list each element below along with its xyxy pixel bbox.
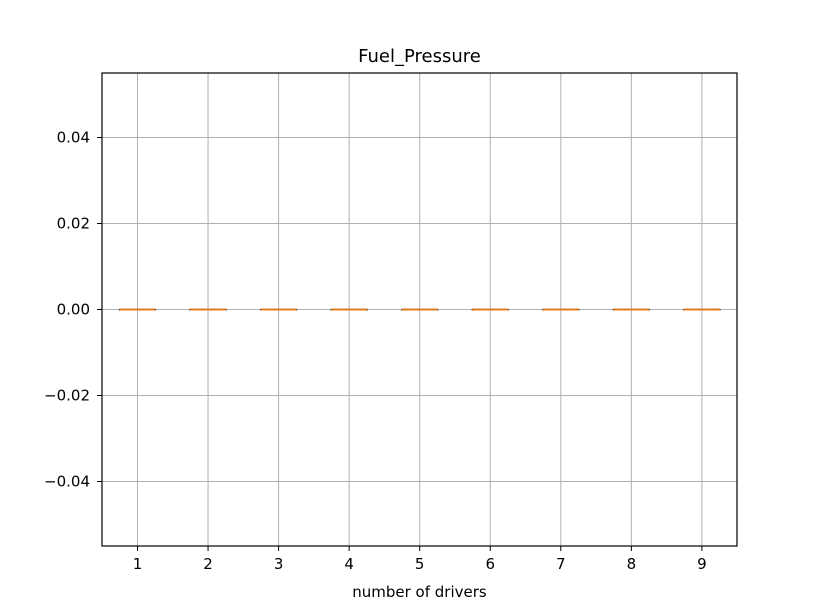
x-tick-label: 2 <box>203 555 213 573</box>
x-tick-label: 4 <box>344 555 354 573</box>
x-tick-label: 9 <box>697 555 707 573</box>
x-tick-label: 7 <box>556 555 566 573</box>
y-tick-label: 0.04 <box>57 129 90 147</box>
boxes <box>119 308 721 311</box>
y-tick-label: 0.02 <box>57 215 90 233</box>
x-axis-title: number of drivers <box>352 583 487 601</box>
y-tick-label: 0.00 <box>57 301 90 319</box>
x-axis-ticks: 1 2 3 4 5 6 7 8 9 <box>133 546 707 573</box>
x-tick-label: 3 <box>274 555 284 573</box>
x-tick-label: 1 <box>133 555 143 573</box>
y-tick-label: −0.04 <box>44 473 90 491</box>
y-tick-label: −0.02 <box>44 387 90 405</box>
y-axis-ticks: −0.04 −0.02 0.00 0.02 0.04 <box>44 129 102 491</box>
x-tick-label: 6 <box>485 555 495 573</box>
chart-title: Fuel_Pressure <box>358 46 481 67</box>
x-tick-label: 5 <box>415 555 425 573</box>
x-tick-label: 8 <box>627 555 637 573</box>
